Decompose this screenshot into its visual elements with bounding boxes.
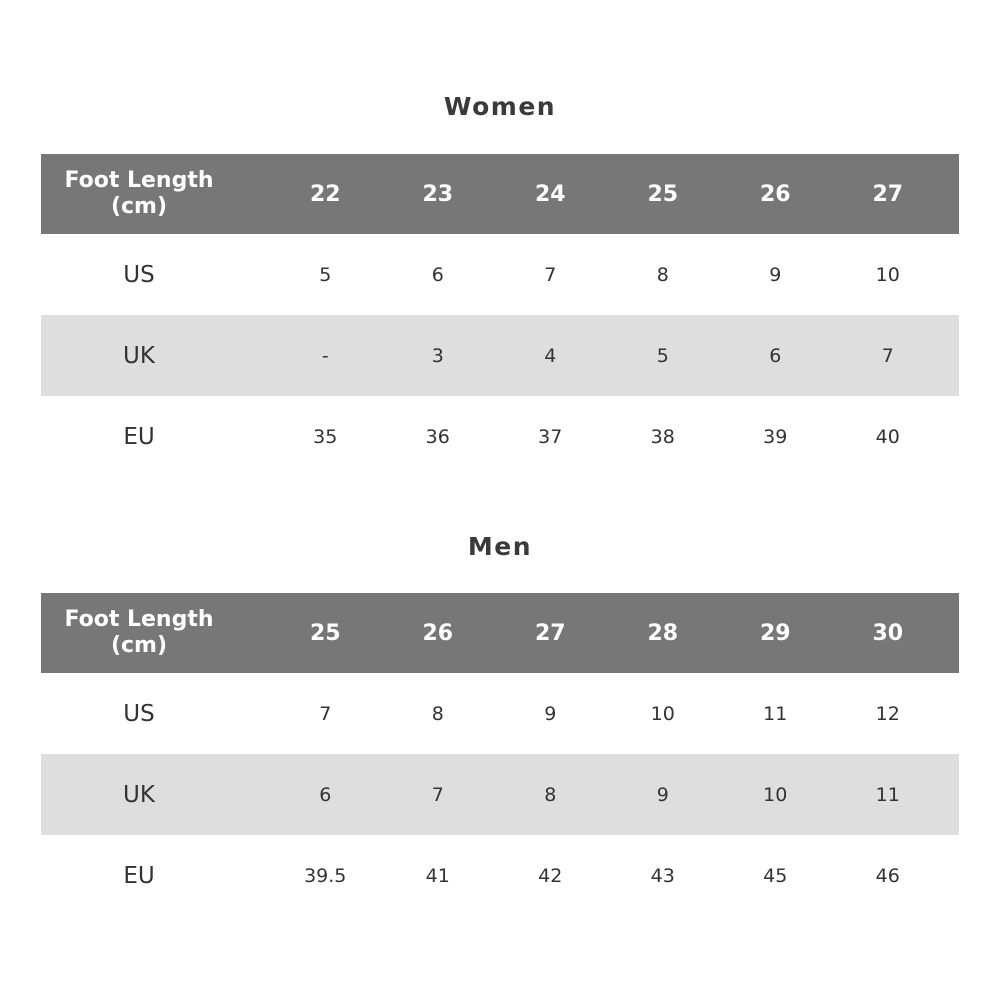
size-cell: 8 <box>656 263 669 286</box>
size-cell: 4 <box>544 344 557 367</box>
table-row: US 5 6 7 8 9 10 <box>41 234 959 315</box>
size-cell: 39.5 <box>304 864 347 887</box>
size-cell: 9 <box>544 702 557 725</box>
size-cell: 6 <box>769 344 782 367</box>
size-cell: 7 <box>881 344 894 367</box>
size-cell: 41 <box>425 864 450 887</box>
size-header-cell: 27 <box>534 620 566 646</box>
size-cell: 7 <box>431 783 444 806</box>
size-cell: 36 <box>425 425 450 448</box>
size-cell: 6 <box>431 263 444 286</box>
table-row: UK - 3 4 5 6 7 <box>41 315 959 396</box>
table-row: UK 6 7 8 9 10 11 <box>41 754 959 835</box>
table-row: US 7 8 9 10 11 12 <box>41 673 959 754</box>
size-header-cell: 23 <box>422 181 454 207</box>
size-cell: 40 <box>875 425 900 448</box>
row-label: EU <box>123 862 155 889</box>
foot-length-header: Foot Length (cm) <box>41 607 237 659</box>
size-cell: 9 <box>769 263 782 286</box>
size-cell: 12 <box>875 702 900 725</box>
size-cell: 11 <box>763 702 788 725</box>
size-header-cell: 26 <box>759 181 791 207</box>
size-cell: 6 <box>319 783 332 806</box>
size-cell: 37 <box>538 425 563 448</box>
header-label-line: Foot Length <box>64 607 214 632</box>
size-cell: 35 <box>313 425 338 448</box>
size-cell: 45 <box>763 864 788 887</box>
size-cell: 8 <box>431 702 444 725</box>
size-header-cell: 30 <box>872 620 904 646</box>
size-header-cell: 22 <box>309 181 341 207</box>
size-cell: 7 <box>319 702 332 725</box>
size-header-cell: 24 <box>534 181 566 207</box>
header-label-line: Foot Length <box>64 168 214 193</box>
size-header-cell: 25 <box>309 620 341 646</box>
size-header-cell: 29 <box>759 620 791 646</box>
size-header-cell: 25 <box>647 181 679 207</box>
size-cell: 11 <box>875 783 900 806</box>
size-header-cell: 26 <box>422 620 454 646</box>
size-cell: 5 <box>656 344 669 367</box>
size-header-cell: 28 <box>647 620 679 646</box>
table-row: EU 39.5 41 42 43 45 46 <box>41 835 959 916</box>
size-cell: 46 <box>875 864 900 887</box>
men-size-table: Foot Length (cm) 25 26 27 28 29 30 US 7 8 9 10 11 12 … <box>41 593 959 916</box>
size-cell: 3 <box>431 344 444 367</box>
header-label-unit: (cm) <box>110 194 168 219</box>
size-cell: 10 <box>763 783 788 806</box>
size-cell: 10 <box>875 263 900 286</box>
size-cell: 7 <box>544 263 557 286</box>
table-row: EU 35 36 37 38 39 40 <box>41 396 959 477</box>
size-cell: 42 <box>538 864 563 887</box>
row-label: EU <box>123 423 155 450</box>
men-title: Men <box>467 532 533 561</box>
header-row: Foot Length (cm) 25 26 27 28 29 30 <box>41 593 959 673</box>
size-header-cell: 27 <box>872 181 904 207</box>
row-label: UK <box>123 342 155 369</box>
size-cell: 9 <box>656 783 669 806</box>
row-label: US <box>123 700 155 727</box>
size-cell: 38 <box>650 425 675 448</box>
women-size-table: Foot Length (cm) 22 23 24 25 26 27 US 5 6 7 8 9 10 UK… <box>41 154 959 477</box>
size-cell: 39 <box>763 425 788 448</box>
row-label: US <box>123 261 155 288</box>
size-cell: 10 <box>650 702 675 725</box>
size-cell: - <box>321 344 329 367</box>
size-cell: 5 <box>319 263 332 286</box>
size-cell: 43 <box>650 864 675 887</box>
header-row: Foot Length (cm) 22 23 24 25 26 27 <box>41 154 959 234</box>
size-cell: 8 <box>544 783 557 806</box>
foot-length-header: Foot Length (cm) <box>41 168 237 220</box>
women-title: Women <box>443 92 557 121</box>
header-label-unit: (cm) <box>110 633 168 658</box>
row-label: UK <box>123 781 155 808</box>
